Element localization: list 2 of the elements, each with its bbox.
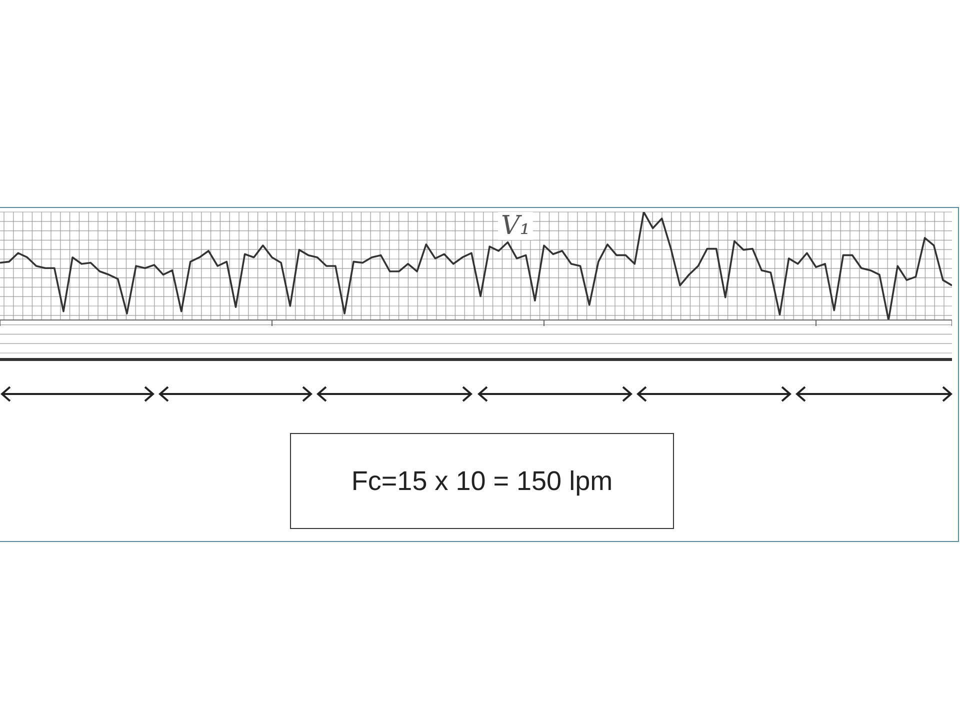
text: Fc=15 x 10 = 150 lpm (290, 433, 674, 529)
annotation: V₁ (498, 211, 534, 241)
